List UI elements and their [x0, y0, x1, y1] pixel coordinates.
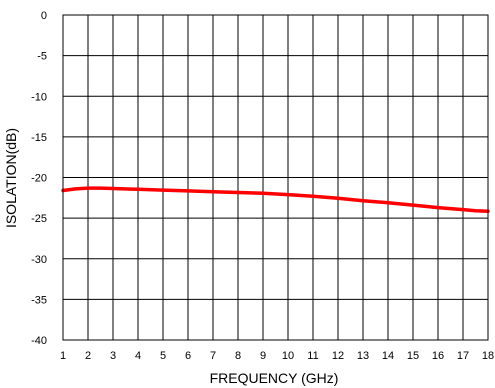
- grid-lines: [62, 14, 489, 341]
- y-tick-label: -5: [37, 51, 47, 63]
- y-tick-label: -35: [31, 294, 47, 306]
- x-tick-label: 6: [185, 350, 191, 362]
- x-axis-title: FREQUENCY (GHz): [210, 370, 339, 386]
- x-tick-label: 15: [407, 350, 419, 362]
- x-tick-label: 3: [110, 350, 116, 362]
- y-tick-label: 0: [41, 10, 47, 22]
- x-tick-label: 1: [60, 350, 66, 362]
- y-tick-label: -15: [31, 132, 47, 144]
- x-tick-label: 8: [235, 350, 241, 362]
- x-tick-label: 14: [382, 350, 394, 362]
- x-tick-label: 17: [457, 350, 469, 362]
- x-tick-label: 16: [432, 350, 444, 362]
- y-tick-labels: 0 -5 -10 -15 -20 -25 -30 -35 -40: [31, 10, 47, 347]
- y-axis-title: ISOLATION(dB): [3, 128, 19, 228]
- x-tick-label: 7: [210, 350, 216, 362]
- series-layer: [61, 186, 490, 213]
- y-tick-label: -40: [31, 335, 47, 347]
- x-tick-label: 2: [85, 350, 91, 362]
- plot-frame: [62, 14, 489, 341]
- y-tick-label: -10: [31, 91, 47, 103]
- x-tick-label: 12: [332, 350, 344, 362]
- y-tick-label: -25: [31, 213, 47, 225]
- x-tick-label: 18: [482, 350, 494, 362]
- x-tick-labels: 1 2 3 4 5 6 7 8 9 10 11 12 13 14 15 16 17 18: [60, 350, 494, 362]
- series-line-0: [61, 186, 490, 213]
- x-tick-label: 10: [282, 350, 294, 362]
- x-tick-label: 13: [357, 350, 369, 362]
- x-tick-label: 11: [307, 350, 318, 362]
- y-tick-label: -30: [31, 254, 47, 266]
- x-tick-label: 9: [260, 350, 266, 362]
- x-tick-label: 4: [135, 350, 141, 362]
- x-tick-label: 5: [160, 350, 166, 362]
- y-tick-label: -20: [31, 173, 47, 185]
